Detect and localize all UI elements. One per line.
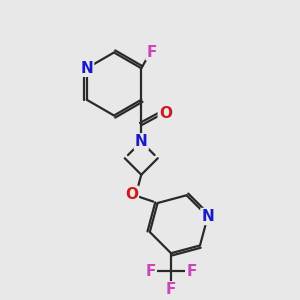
Text: N: N [201,209,214,224]
Text: N: N [135,134,148,149]
Text: F: F [166,282,176,297]
Text: N: N [80,61,93,76]
Text: F: F [147,45,157,60]
Text: F: F [146,264,156,279]
Text: F: F [186,264,197,279]
Text: O: O [125,187,138,202]
Text: O: O [159,106,172,121]
